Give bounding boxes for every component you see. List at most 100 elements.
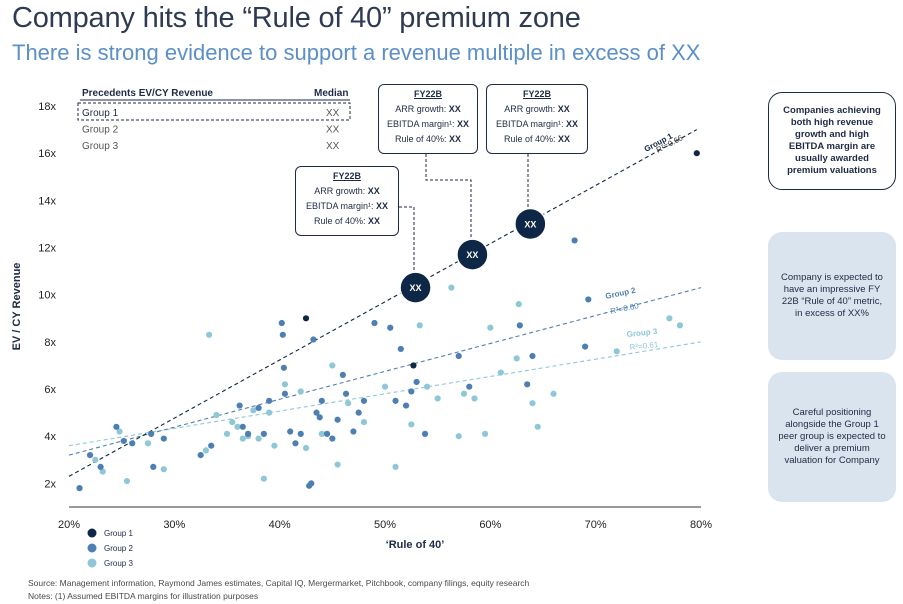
callout-left: FY22B ARR growth: XX EBITDA margin¹: XX … <box>295 166 399 236</box>
data-point-group-3 <box>487 324 494 331</box>
data-point-group-2 <box>281 390 289 397</box>
data-point-group-3 <box>460 390 468 397</box>
table-row-label: Group 2 <box>82 125 119 136</box>
callout-middle-line2: EBITDA margin¹: XX <box>383 117 473 132</box>
legend-marker-group-2 <box>87 543 97 553</box>
callout-left-line1: ARR growth: XX <box>300 184 394 199</box>
callout-left-arr-value: XX <box>367 186 380 196</box>
company-highlight-marker <box>456 238 489 271</box>
page-subtitle: There is strong evidence to support a re… <box>12 40 701 65</box>
data-point-group-2 <box>148 430 155 437</box>
data-point-group-3 <box>144 440 152 447</box>
data-point-group-2 <box>529 352 536 360</box>
table-header-label: Precedents EV/CY Revenue <box>82 88 213 99</box>
callout-middle-ebitda-value: XX <box>457 119 470 129</box>
data-point-group-2 <box>397 345 404 353</box>
data-point-group-3 <box>223 430 231 437</box>
trendline-r2-3: R²=0.61 <box>629 340 659 352</box>
data-point-group-3 <box>550 390 557 397</box>
data-point-group-2 <box>113 423 120 430</box>
data-point-group-3 <box>329 362 336 369</box>
data-point-group-2 <box>308 480 315 487</box>
insight-box-rule40: Company is expected to have an impressiv… <box>768 232 896 360</box>
data-point-group-2 <box>208 442 215 449</box>
y-tick-label: 4x <box>44 431 56 443</box>
callout-middle-ebitda-label: EBITDA margin¹: <box>386 119 455 129</box>
data-point-group-2 <box>329 435 336 442</box>
data-point-group-2 <box>255 404 262 412</box>
data-point-group-3 <box>318 430 325 437</box>
data-point-group-3 <box>416 322 423 329</box>
y-tick-label: 12x <box>38 243 56 255</box>
data-point-group-2 <box>582 343 589 350</box>
y-tick-label: 14x <box>38 195 56 207</box>
data-point-group-2 <box>86 452 94 459</box>
data-point-group-2 <box>524 381 531 388</box>
callout-right-arr-label: ARR growth: <box>504 104 556 114</box>
data-point-group-1 <box>410 362 417 369</box>
callout-right-ebitda-value: XX <box>566 119 579 129</box>
data-point-group-3 <box>271 442 278 449</box>
data-point-group-2 <box>279 331 286 338</box>
data-point-group-2 <box>76 485 83 492</box>
data-point-group-2 <box>316 414 323 421</box>
scatter-chart: 2x 4x 6x 8x 10x 12x 14x 16x 18x 20% 30% 40% 50% 60% 70… <box>11 88 712 568</box>
data-point-group-2 <box>150 463 157 470</box>
page-title: Company hits the “Rule of 40” premium zo… <box>12 2 581 34</box>
data-point-group-3 <box>234 423 241 430</box>
data-point-group-3 <box>448 284 455 291</box>
data-point-group-3 <box>676 322 684 329</box>
data-point-group-2 <box>120 437 127 445</box>
data-point-group-3 <box>205 331 213 338</box>
y-tick-label: 2x <box>44 478 56 490</box>
data-point-group-3 <box>613 348 620 355</box>
data-point-group-2 <box>339 371 346 379</box>
data-point-group-2 <box>292 440 299 447</box>
data-point-group-2 <box>455 352 462 360</box>
callout-right-line3: Rule of 40%: XX <box>491 132 583 147</box>
callout-left-ebitda-value: XX <box>376 201 389 211</box>
table-row-value: XX <box>326 108 340 119</box>
trendline-2 <box>68 287 702 456</box>
x-tick-label: 20% <box>58 519 80 531</box>
legend-label-group-3: Group 3 <box>104 559 133 568</box>
data-point-group-2 <box>342 390 350 397</box>
trendline-label-2: Group 2 <box>605 286 637 301</box>
footer-source: Source: Management information, Raymond … <box>28 578 530 588</box>
data-point-group-2 <box>516 322 523 329</box>
legend-marker-group-3 <box>87 558 97 568</box>
x-tick-label: 80% <box>690 519 712 531</box>
data-point-group-2 <box>392 397 399 404</box>
callout-middle-arr-label: ARR growth: <box>395 104 447 114</box>
legend-label-group-2: Group 2 <box>104 544 133 553</box>
data-point-group-2 <box>313 409 320 416</box>
y-axis-label: EV / CY Revenue <box>11 263 23 351</box>
y-tick-label: 6x <box>44 384 56 396</box>
callout-middle-rule-label: Rule of 40%: <box>394 134 447 144</box>
callout-left-line2: EBITDA margin¹: XX <box>300 199 394 214</box>
table-row-value: XX <box>326 125 340 136</box>
data-point-group-3 <box>123 477 131 485</box>
x-tick-label: 50% <box>374 519 396 531</box>
insight-box-premium: Companies achieving both high revenue gr… <box>768 92 896 190</box>
data-point-group-3 <box>229 418 236 426</box>
data-point-group-2 <box>371 319 378 327</box>
trendline-label-3: Group 3 <box>626 327 658 339</box>
data-point-group-3 <box>202 447 210 454</box>
data-point-group-2 <box>297 430 304 437</box>
data-point-group-3 <box>255 435 262 442</box>
data-point-group-2 <box>413 378 420 386</box>
data-point-group-2 <box>310 336 317 343</box>
data-point-group-3 <box>260 475 267 482</box>
data-point-group-3 <box>334 461 341 468</box>
data-point-group-2 <box>280 364 287 371</box>
data-point-group-3 <box>497 369 504 376</box>
data-point-group-2 <box>466 383 473 390</box>
company-highlight-marker <box>399 271 432 304</box>
data-point-group-3 <box>266 409 273 416</box>
x-tick-label: 70% <box>585 519 607 531</box>
x-tick-label: 60% <box>479 519 501 531</box>
table-row-label: Group 3 <box>82 141 119 152</box>
data-point-group-2 <box>387 324 394 331</box>
callout-left-arr-label: ARR growth: <box>314 186 366 196</box>
